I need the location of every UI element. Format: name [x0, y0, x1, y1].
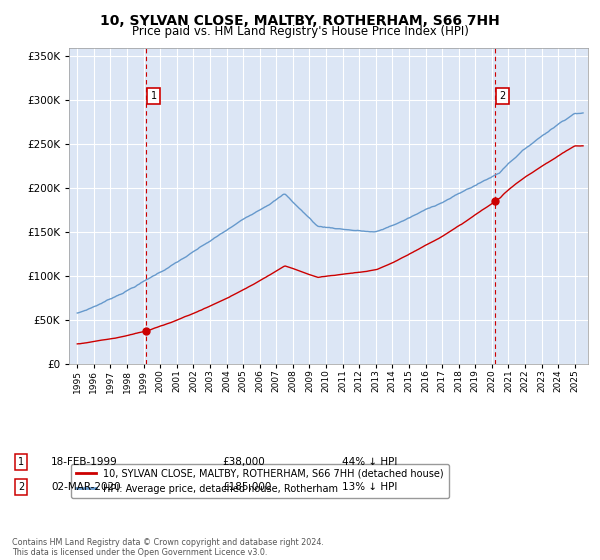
Text: 13% ↓ HPI: 13% ↓ HPI: [342, 482, 397, 492]
Text: Price paid vs. HM Land Registry's House Price Index (HPI): Price paid vs. HM Land Registry's House …: [131, 25, 469, 38]
Text: 2: 2: [18, 482, 24, 492]
Text: 1: 1: [151, 91, 157, 101]
Text: £185,000: £185,000: [222, 482, 271, 492]
Text: 1: 1: [18, 457, 24, 467]
Text: 2: 2: [500, 91, 506, 101]
Text: 10, SYLVAN CLOSE, MALTBY, ROTHERHAM, S66 7HH: 10, SYLVAN CLOSE, MALTBY, ROTHERHAM, S66…: [100, 14, 500, 28]
Text: 18-FEB-1999: 18-FEB-1999: [51, 457, 118, 467]
Text: 44% ↓ HPI: 44% ↓ HPI: [342, 457, 397, 467]
Text: £38,000: £38,000: [222, 457, 265, 467]
Legend: 10, SYLVAN CLOSE, MALTBY, ROTHERHAM, S66 7HH (detached house), HPI: Average pric: 10, SYLVAN CLOSE, MALTBY, ROTHERHAM, S66…: [71, 464, 449, 498]
Text: Contains HM Land Registry data © Crown copyright and database right 2024.
This d: Contains HM Land Registry data © Crown c…: [12, 538, 324, 557]
Text: 02-MAR-2020: 02-MAR-2020: [51, 482, 121, 492]
